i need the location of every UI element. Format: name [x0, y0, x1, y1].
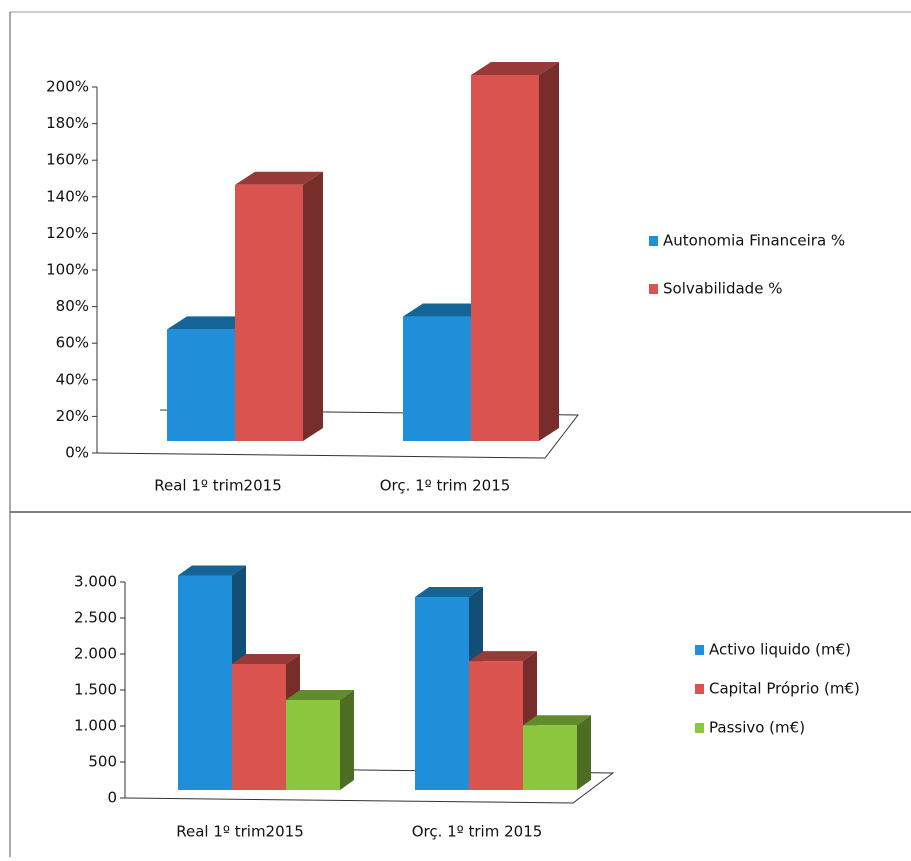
bar-side [340, 690, 354, 790]
bar [469, 661, 523, 790]
y-tick-label: 120% [46, 224, 89, 242]
y-tick-label: 1.000 [74, 717, 117, 735]
y-tick-label: 0% [65, 444, 89, 462]
bar-top [167, 316, 255, 330]
y-tick-label: 180% [46, 114, 89, 132]
y-tick-label: 0 [107, 789, 117, 807]
y-tick-label: 100% [46, 261, 89, 279]
y-tick-label: 20% [56, 407, 89, 425]
bar-top [469, 651, 537, 662]
bar [523, 725, 577, 790]
legend-label: Autonomia Financeira % [663, 232, 845, 250]
legend-swatch [649, 236, 658, 246]
floor [124, 767, 615, 804]
y-tick-label: 80% [56, 297, 89, 315]
x-tick-label: Orç. 1º trim 2015 [380, 477, 511, 495]
y-tick-label: 160% [46, 151, 89, 169]
y-tick-label: 500 [88, 753, 117, 771]
legend-label: Activo liquido (m€) [709, 641, 851, 659]
legend-label: Solvabilidade % [663, 280, 782, 298]
y-tick-label: 1.500 [74, 681, 117, 699]
bar [403, 316, 471, 441]
legend-swatch [649, 284, 658, 294]
x-tick-label: Orç. 1º trim 2015 [412, 823, 543, 841]
x-tick-label: Real 1º trim2015 [154, 477, 282, 495]
bar-top [235, 171, 323, 185]
bar [232, 664, 286, 790]
floor [96, 409, 580, 459]
y-tick-label: 60% [56, 334, 89, 352]
bar-top [286, 690, 354, 700]
y-tick-label: 3.000 [74, 573, 117, 591]
bar-top [523, 715, 591, 726]
legend-label: Capital Próprio (m€) [709, 680, 860, 698]
bar-side [577, 715, 591, 790]
bar-side [539, 62, 559, 441]
bar-top [471, 62, 559, 75]
y-tick-label: 2.000 [74, 645, 117, 663]
bar-top [403, 303, 491, 317]
bar-top [415, 587, 483, 598]
bar-top [232, 654, 300, 664]
y-tick-label: 40% [56, 370, 89, 388]
legend-swatch [695, 645, 704, 655]
legend-swatch [695, 723, 704, 733]
legend-label: Passivo (m€) [709, 719, 805, 737]
y-tick-label: 200% [46, 78, 89, 96]
legend-swatch [695, 684, 704, 694]
y-tick-label: 2.500 [74, 609, 117, 627]
bar [471, 75, 539, 441]
bar [415, 597, 469, 790]
bar-top [178, 565, 246, 576]
bar [167, 329, 235, 441]
y-tick-label: 140% [46, 187, 89, 205]
x-tick-label: Real 1º trim2015 [176, 823, 304, 841]
bar [178, 575, 232, 790]
bar [286, 700, 340, 790]
bar-side [303, 171, 323, 442]
bar [235, 184, 303, 442]
